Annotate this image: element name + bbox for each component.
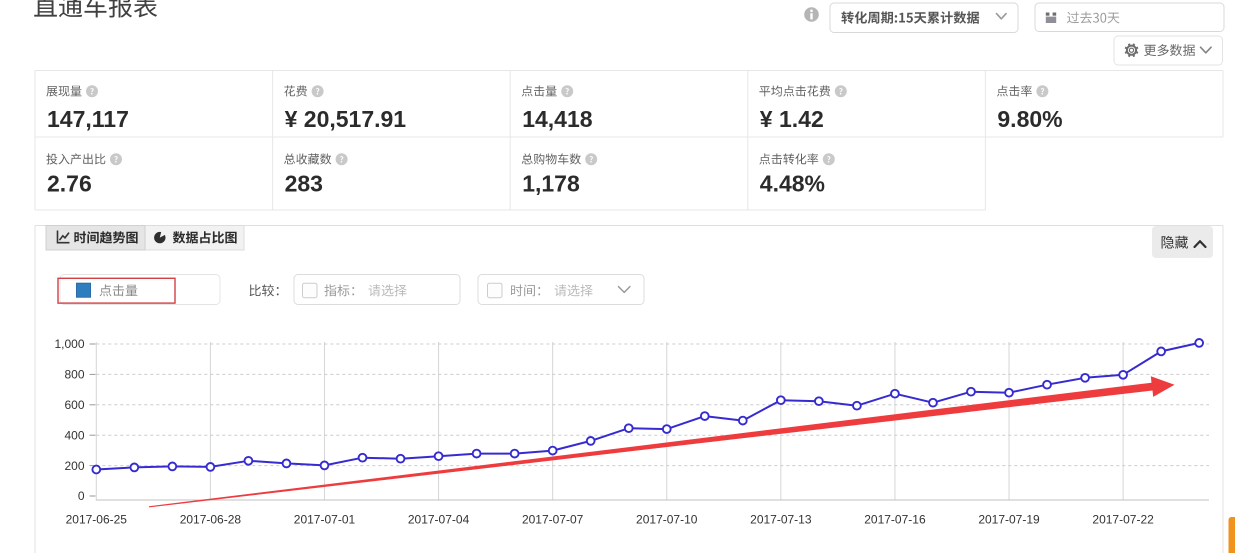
svg-text:1,178: 1,178 [522,171,580,197]
svg-text:2017-07-10: 2017-07-10 [636,513,698,527]
svg-text:2017-07-16: 2017-07-16 [864,513,926,527]
svg-text:1,000: 1,000 [54,337,84,351]
svg-text:2017-07-01: 2017-07-01 [294,513,356,527]
svg-text:9.80%: 9.80% [997,106,1062,132]
svg-text:¥ 1.42: ¥ 1.42 [760,106,824,132]
svg-text:200: 200 [64,459,84,473]
svg-text:800: 800 [64,368,84,382]
svg-text:4.48%: 4.48% [760,171,825,197]
svg-text:¥ 20,517.91: ¥ 20,517.91 [285,106,407,132]
svg-text:147,117: 147,117 [47,106,129,132]
svg-text:2.76: 2.76 [47,171,92,197]
svg-text:2017-06-28: 2017-06-28 [180,513,242,527]
svg-text:2017-06-25: 2017-06-25 [66,513,128,527]
svg-text:2017-07-04: 2017-07-04 [408,513,470,527]
svg-text:400: 400 [64,428,84,442]
svg-text:0: 0 [78,489,85,503]
svg-text:2017-07-13: 2017-07-13 [750,513,812,527]
svg-text:283: 283 [285,171,323,197]
svg-text:600: 600 [64,398,84,412]
svg-text:2017-07-19: 2017-07-19 [978,513,1040,527]
svg-text:2017-07-07: 2017-07-07 [522,513,584,527]
svg-text:14,418: 14,418 [522,106,593,132]
svg-text:2017-07-22: 2017-07-22 [1092,513,1154,527]
